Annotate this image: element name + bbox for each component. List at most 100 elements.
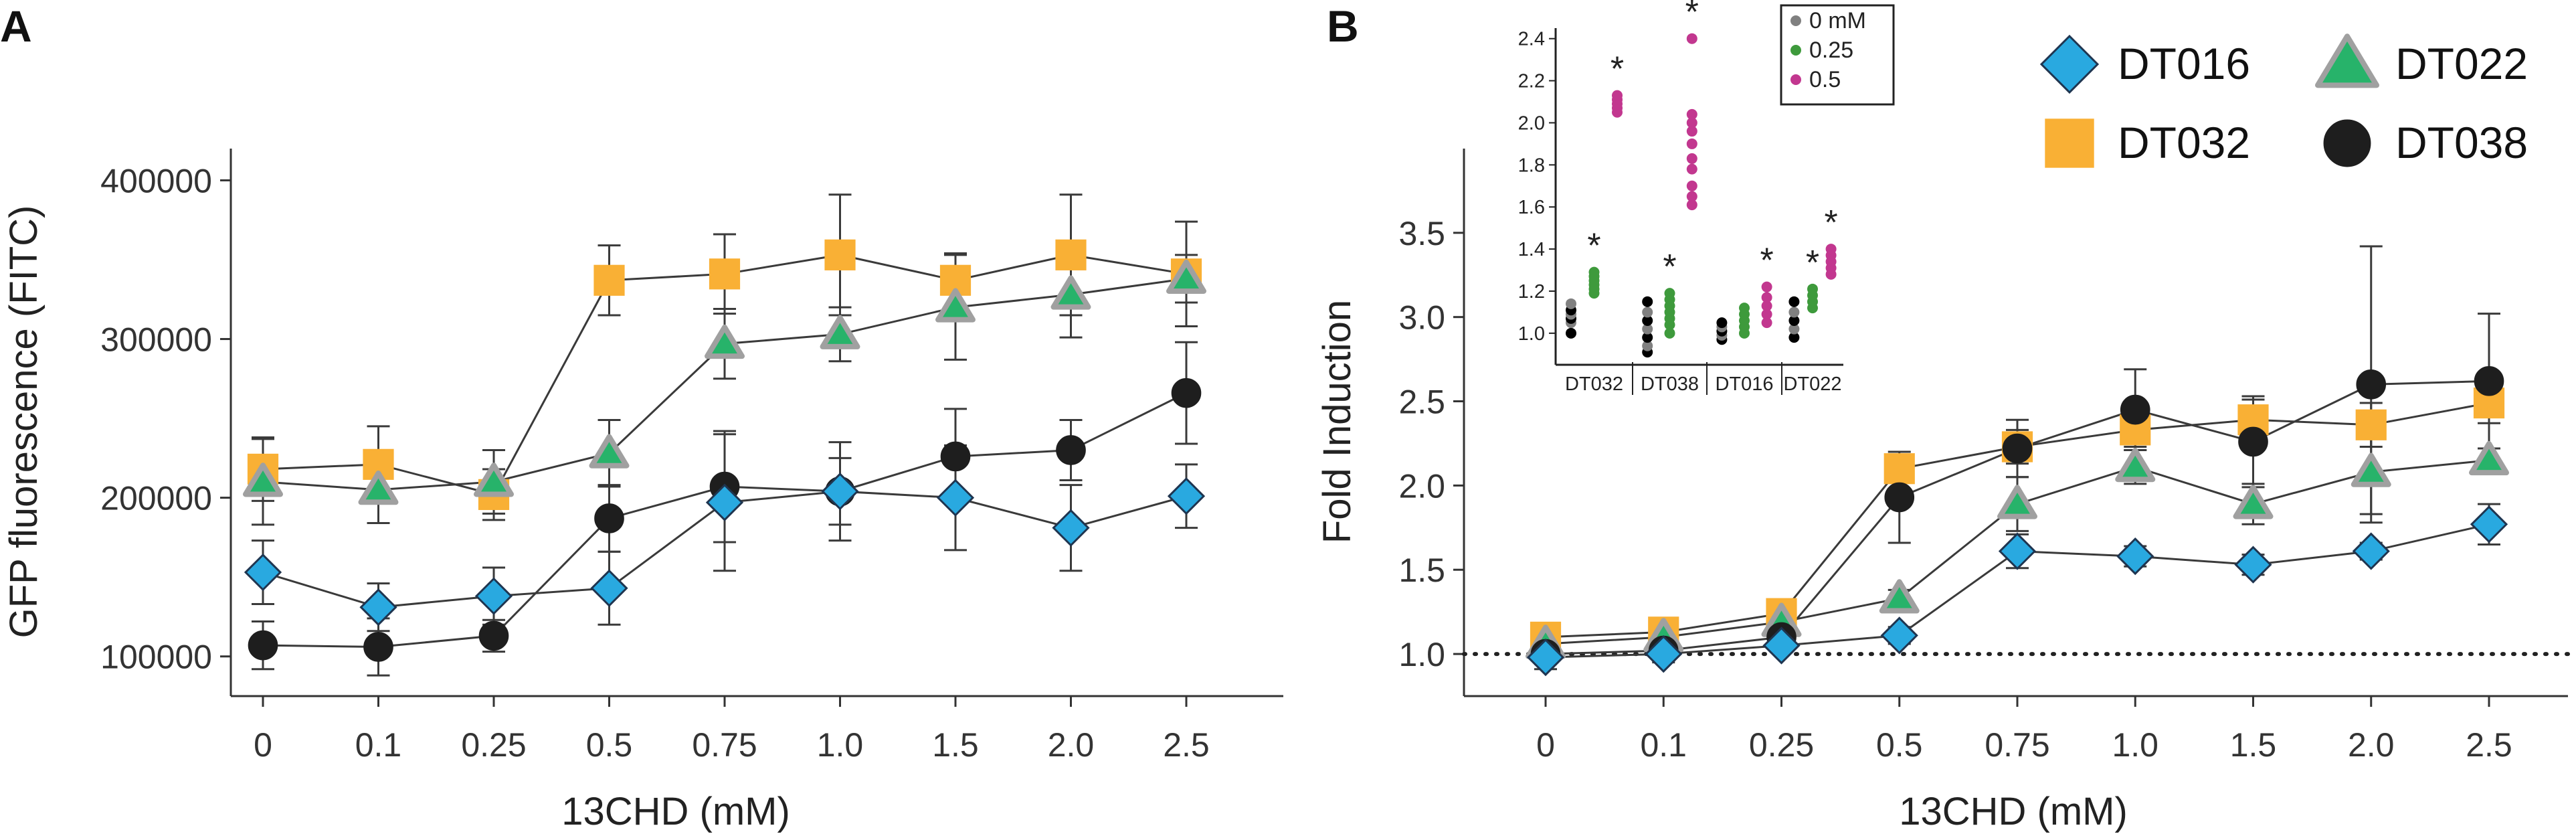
legend-label-dt016: DT016 bbox=[2118, 39, 2250, 88]
x-tick-label: 0.25 bbox=[461, 726, 526, 764]
inset-point bbox=[1716, 317, 1728, 329]
y-tick-label: 300000 bbox=[100, 321, 212, 359]
inset-point bbox=[1807, 283, 1818, 295]
inset-point bbox=[1686, 138, 1697, 149]
square-icon bbox=[2045, 118, 2094, 168]
point-dt016 bbox=[1645, 635, 1683, 673]
inset-point bbox=[1664, 288, 1675, 299]
x-tick-label: 1.0 bbox=[2112, 726, 2158, 764]
y-tick-label: 1.0 bbox=[1398, 636, 1445, 673]
inset-y-tick-label: 1.4 bbox=[1518, 239, 1545, 260]
x-tick-label: 2.5 bbox=[2466, 726, 2512, 764]
point-dt016 bbox=[821, 473, 859, 511]
point-dt022 bbox=[2351, 452, 2391, 487]
diamond-icon bbox=[2039, 34, 2100, 94]
x-tick-label: 0.25 bbox=[1749, 726, 1814, 764]
y-tick-label: 2.5 bbox=[1398, 384, 1445, 421]
point-dt038 bbox=[363, 632, 393, 662]
significance-star: * bbox=[1824, 203, 1837, 242]
inset-point bbox=[1642, 323, 1653, 335]
point-dt022 bbox=[705, 324, 745, 359]
legend-label-dt022: DT022 bbox=[2395, 39, 2528, 88]
significance-star: * bbox=[1611, 50, 1624, 89]
inset-point bbox=[1642, 332, 1653, 343]
y-tick-label: 200000 bbox=[100, 480, 212, 517]
y-tick-label: 3.0 bbox=[1398, 299, 1445, 337]
x-tick-label: 0 bbox=[1536, 726, 1555, 764]
point-dt022 bbox=[1050, 275, 1091, 310]
x-tick-label: 0.75 bbox=[692, 726, 757, 764]
inset-y-tick-label: 1.6 bbox=[1518, 197, 1545, 218]
significance-star: * bbox=[1806, 244, 1819, 282]
point-dt038 bbox=[594, 503, 624, 533]
x-tick-label: 0 bbox=[254, 726, 272, 764]
inset-point bbox=[1761, 309, 1772, 320]
y-tick-label: 2.0 bbox=[1398, 467, 1445, 505]
inset-point bbox=[1686, 126, 1697, 137]
circle-icon bbox=[2323, 119, 2371, 167]
inset-point bbox=[1686, 33, 1697, 44]
inset-point bbox=[1686, 117, 1697, 129]
x-tick-label: 0.1 bbox=[1640, 726, 1687, 764]
point-dt038 bbox=[1171, 377, 1202, 408]
inset-point bbox=[1642, 340, 1653, 351]
point-dt038 bbox=[2002, 433, 2033, 464]
point-dt032 bbox=[2355, 409, 2387, 440]
x-tick-label: 0.5 bbox=[1876, 726, 1923, 764]
inset-group-label: DT038 bbox=[1641, 373, 1699, 395]
point-dt022 bbox=[358, 471, 399, 505]
x-tick-label: 1.5 bbox=[932, 726, 979, 764]
y-tick-label: 100000 bbox=[100, 639, 212, 676]
x-tick-label: 0.75 bbox=[1985, 726, 2049, 764]
inset-legend-marker bbox=[1790, 74, 1801, 85]
x-tick-label: 1.0 bbox=[817, 726, 864, 764]
inset-group-label: DT032 bbox=[1565, 373, 1623, 395]
inset-legend-label: 0 mM bbox=[1809, 8, 1866, 33]
significance-star: * bbox=[1587, 227, 1600, 266]
point-dt022 bbox=[2233, 485, 2274, 519]
point-dt022 bbox=[1997, 485, 2037, 519]
inset-y-tick-label: 1.0 bbox=[1518, 323, 1545, 345]
inset-chart: 1.01.21.41.61.82.02.22.4DT032**DT038**DT… bbox=[1518, 0, 1895, 395]
point-dt016 bbox=[2234, 545, 2272, 584]
point-dt032 bbox=[824, 239, 856, 270]
point-dt016 bbox=[1998, 532, 2037, 570]
point-dt038 bbox=[2120, 394, 2150, 425]
inset-point bbox=[1566, 298, 1576, 309]
point-dt016 bbox=[1167, 477, 1206, 515]
inset-legend-marker bbox=[1790, 45, 1801, 56]
inset-group-label: DT022 bbox=[1783, 373, 1841, 395]
point-dt038 bbox=[940, 441, 971, 472]
point-dt016 bbox=[1526, 638, 1565, 677]
inset-point bbox=[1686, 180, 1697, 191]
point-dt032 bbox=[1883, 453, 1915, 485]
point-dt016 bbox=[936, 479, 975, 517]
inset-point bbox=[1788, 307, 1800, 318]
inset-point bbox=[1686, 163, 1697, 175]
point-dt016 bbox=[2116, 537, 2154, 576]
y-axis-label-b: Fold Induction bbox=[1315, 300, 1359, 543]
inset-point bbox=[1761, 292, 1772, 303]
y-tick-label: 400000 bbox=[100, 162, 212, 199]
point-dt022 bbox=[820, 315, 860, 349]
point-dt022 bbox=[935, 288, 976, 323]
inset-legend-label: 0.5 bbox=[1809, 67, 1841, 92]
point-dt016 bbox=[1880, 616, 1918, 655]
y-tick-label: 1.5 bbox=[1398, 552, 1445, 589]
point-dt038 bbox=[2356, 369, 2387, 400]
point-dt032 bbox=[1055, 239, 1087, 270]
y-axis-label-a: GFP fluorescence (FITC) bbox=[2, 205, 45, 639]
panel-label-a: A bbox=[0, 1, 32, 51]
point-dt016 bbox=[705, 483, 744, 521]
inset-point bbox=[1788, 296, 1800, 307]
legend-label-dt038: DT038 bbox=[2395, 118, 2528, 167]
panel-b: 1.0 1.5 2.0 2.5 3.0 3.5 0 0.1 0.25 0.5 0.75 1.0 1.5 2… bbox=[1398, 149, 2570, 764]
significance-star: * bbox=[1760, 242, 1773, 280]
inset-point bbox=[1739, 303, 1750, 314]
point-dt022 bbox=[243, 463, 283, 497]
inset-point bbox=[1588, 266, 1600, 278]
point-dt038 bbox=[248, 630, 278, 661]
inset-point bbox=[1686, 199, 1697, 211]
point-dt022 bbox=[2469, 440, 2509, 476]
